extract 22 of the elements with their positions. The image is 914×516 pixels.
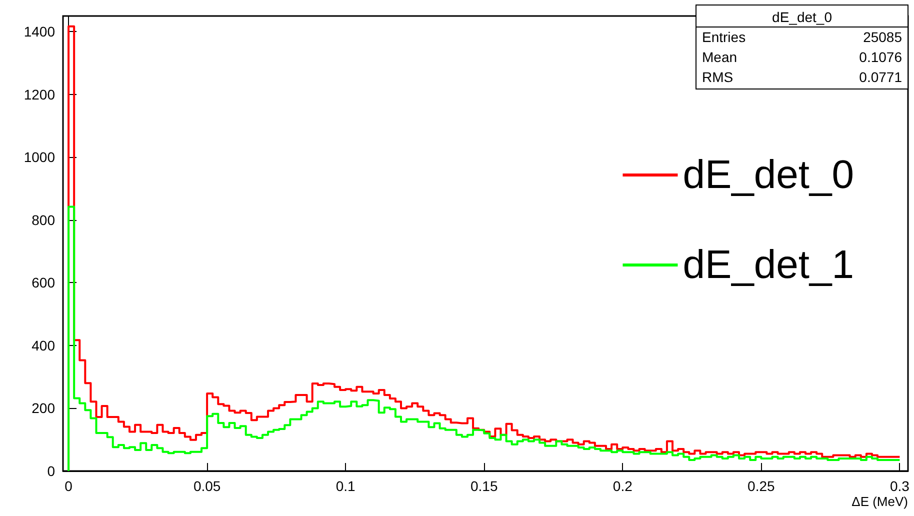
text: Mean 0.1076 xyxy=(702,49,902,65)
x-tick-label: 0.1 xyxy=(336,478,356,494)
legend-label: dE_det_0 xyxy=(682,153,854,197)
legend-label: dE_det_1 xyxy=(682,243,854,287)
y-tick-label: 1400 xyxy=(24,24,56,40)
x-tick-label: 0.2 xyxy=(612,478,633,494)
x-tick-label: 0.25 xyxy=(748,478,775,494)
y-tick-label: 800 xyxy=(32,212,56,228)
y-tick-label: 1200 xyxy=(24,86,56,102)
y-tick-label: 600 xyxy=(32,274,56,291)
annotation: dE_det_0 xyxy=(772,9,832,25)
x-axis-title: ΔE (MeV) xyxy=(852,494,908,509)
text: RMS 0.0771 xyxy=(702,69,902,85)
x-tick-label: 0.05 xyxy=(193,478,221,494)
x-tick-label: 0.15 xyxy=(470,478,498,494)
x-tick-label: 0.3 xyxy=(890,478,910,494)
y-tick-label: 1000 xyxy=(24,149,56,166)
y-tick-label: 0 xyxy=(47,463,56,479)
text: Entries 25085 xyxy=(702,29,902,45)
y-tick-label: 200 xyxy=(32,400,56,416)
x-tick-label: 0 xyxy=(64,478,73,494)
y-tick-label: 400 xyxy=(32,337,56,354)
